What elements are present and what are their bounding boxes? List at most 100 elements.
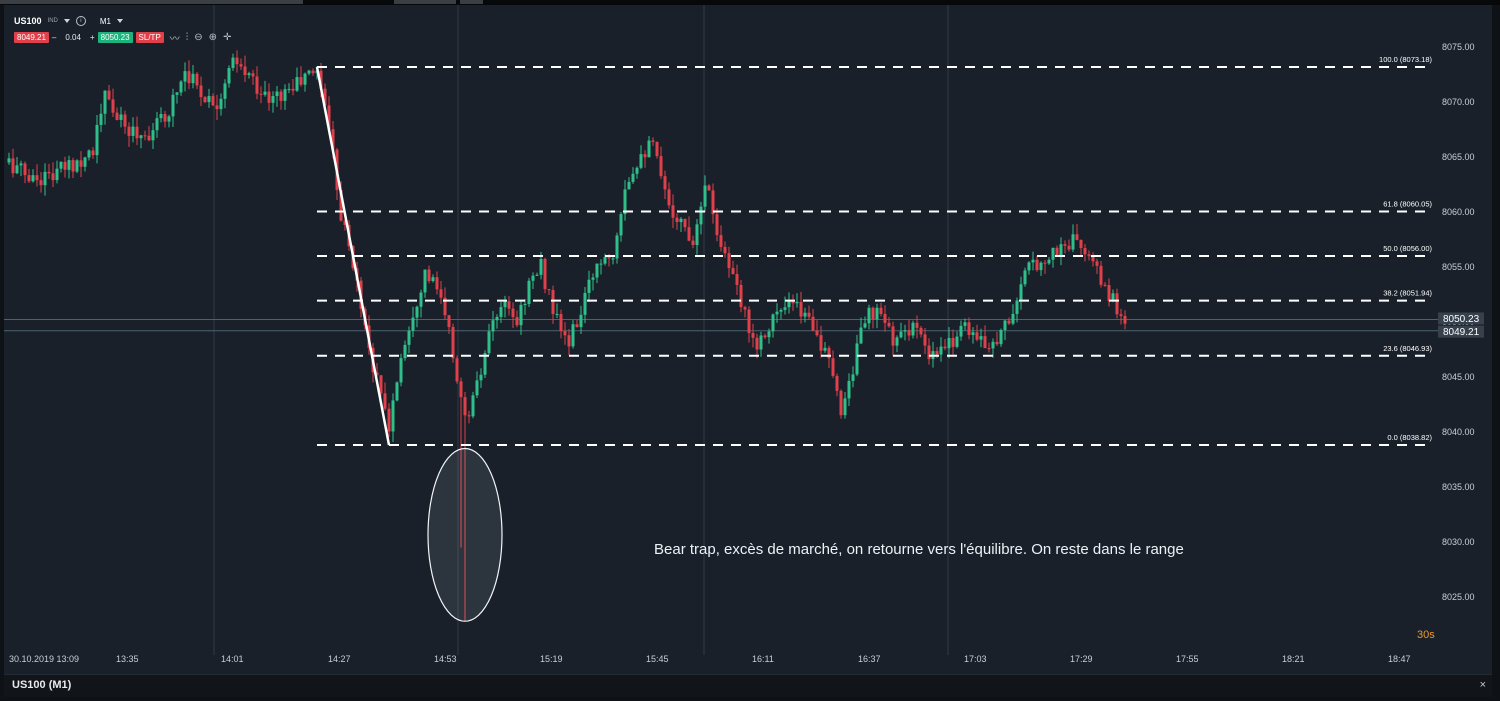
- zoom-in-icon[interactable]: ⊕: [208, 31, 218, 43]
- candle-body: [831, 358, 835, 376]
- candle-body: [647, 140, 651, 158]
- candle-body: [187, 71, 191, 84]
- candle-body: [219, 98, 223, 110]
- symbol-dropdown-icon[interactable]: [63, 19, 70, 23]
- candle-body: [519, 304, 523, 326]
- candle-body: [271, 95, 275, 103]
- x-tick-label: 14:01: [221, 654, 244, 664]
- quantity-field[interactable]: 0.04: [65, 32, 81, 42]
- candle-body: [987, 348, 991, 350]
- candle-body: [463, 397, 467, 416]
- decrease-quantity-button[interactable]: –: [51, 32, 57, 42]
- candle-body: [295, 77, 299, 91]
- candle-body: [967, 322, 971, 336]
- y-tick-label: 8075.00: [1442, 42, 1475, 52]
- candle-body: [663, 176, 667, 190]
- crosshair-icon[interactable]: ✛: [223, 31, 232, 43]
- candle-body: [891, 326, 895, 346]
- candle-body: [135, 126, 139, 139]
- candle-body: [683, 218, 687, 228]
- instrument-header: US100 IND i M1 8049.21 – 0.04 + 8050.23 …: [14, 12, 232, 45]
- price-tag-label: 8049.21: [1443, 327, 1480, 338]
- chart-footer: US100 (M1) ×: [4, 674, 1492, 697]
- candle-body: [1023, 270, 1027, 285]
- buy-price-button[interactable]: 8050.23: [97, 31, 133, 43]
- candle-body: [175, 92, 179, 95]
- candle-body: [727, 253, 731, 269]
- candle-body: [1119, 314, 1123, 316]
- candle-body: [919, 327, 923, 335]
- candle-body: [1055, 247, 1059, 256]
- candle-body: [1111, 293, 1115, 302]
- candle-body: [259, 93, 263, 95]
- line-chart-icon[interactable]: 〰: [169, 33, 180, 45]
- candle-body: [455, 358, 459, 382]
- candle-body: [943, 346, 947, 349]
- candle-body: [127, 126, 131, 136]
- candle-body: [63, 161, 67, 170]
- candlestick-chart[interactable]: 8075.00 8070.00 8065.00 8060.00 8055.00 8050.…: [4, 5, 1492, 674]
- candle-body: [567, 335, 571, 347]
- symbol-label[interactable]: US100: [14, 16, 42, 26]
- candle-body: [155, 118, 159, 131]
- candle-body: [1051, 247, 1055, 260]
- zoom-out-icon[interactable]: ⊖: [194, 31, 203, 43]
- timeframe-label[interactable]: M1: [99, 16, 111, 26]
- candle-body: [867, 307, 871, 324]
- chart-area[interactable]: 8075.00 8070.00 8065.00 8060.00 8055.00 8050.…: [4, 5, 1492, 674]
- candle-body: [887, 322, 891, 327]
- y-tick-label: 8060.00: [1442, 207, 1475, 217]
- candle-body: [555, 314, 559, 316]
- candle-body: [743, 307, 747, 310]
- candle-body: [1123, 315, 1127, 324]
- candle-body: [435, 277, 439, 290]
- fib-level-label: 50.0 (8056.00): [1383, 244, 1432, 253]
- candle-body: [563, 331, 567, 336]
- candle-body: [419, 292, 423, 307]
- candle-body: [787, 301, 791, 308]
- candle-body: [331, 129, 335, 150]
- candle-body: [171, 94, 175, 117]
- candle-body: [615, 235, 619, 259]
- candle-body: [23, 163, 27, 176]
- close-icon[interactable]: ×: [1479, 679, 1486, 691]
- candle-body: [1019, 284, 1023, 301]
- increase-quantity-button[interactable]: +: [89, 32, 95, 42]
- candle-body: [523, 304, 527, 306]
- candle-body: [827, 347, 831, 359]
- sltp-button[interactable]: SL/TP: [135, 31, 164, 43]
- candle-body: [947, 337, 951, 349]
- indicators-icon[interactable]: ⫶: [185, 31, 189, 43]
- candle-body: [55, 168, 59, 181]
- candle-body: [923, 334, 927, 346]
- candle-body: [507, 301, 511, 309]
- fib-level-label: 100.0 (8073.18): [1379, 55, 1432, 64]
- fib-level-label: 23.6 (8046.93): [1383, 344, 1432, 353]
- candle-body: [1007, 320, 1011, 324]
- candle-body: [483, 353, 487, 375]
- candle-body: [819, 335, 823, 351]
- candle-body: [679, 218, 683, 223]
- candle-body: [307, 70, 311, 74]
- candle-body: [459, 381, 463, 398]
- candle-body: [1003, 320, 1007, 331]
- candle-body: [439, 289, 443, 298]
- candle-body: [43, 171, 47, 186]
- candle-body: [1015, 300, 1019, 314]
- candle-body: [323, 88, 327, 106]
- candle-body: [911, 322, 915, 336]
- candle-body: [319, 70, 323, 89]
- candle-body: [995, 341, 999, 345]
- candle-body: [1043, 262, 1047, 264]
- candle-body: [875, 307, 879, 320]
- candle-body: [151, 130, 155, 141]
- candle-body: [407, 330, 411, 345]
- candle-body: [47, 171, 51, 174]
- candle-body: [99, 113, 103, 125]
- sell-price-button[interactable]: 8049.21: [14, 31, 49, 43]
- candle-body: [467, 415, 471, 417]
- candle-body: [443, 297, 447, 316]
- candle-body: [731, 268, 735, 275]
- info-icon[interactable]: i: [75, 16, 86, 26]
- timeframe-dropdown-icon[interactable]: [117, 19, 123, 23]
